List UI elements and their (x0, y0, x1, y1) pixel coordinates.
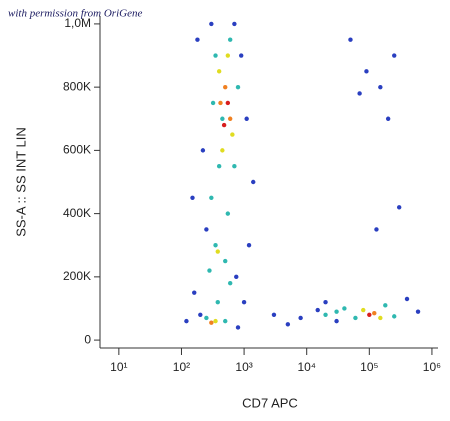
data-point (315, 307, 320, 313)
data-point (209, 195, 214, 201)
data-point (221, 122, 227, 128)
data-point (285, 322, 291, 327)
data-point (235, 325, 241, 330)
data-point (198, 312, 203, 317)
data-point (415, 309, 421, 314)
x-axis-title: CD7 APC (242, 395, 298, 410)
data-point (271, 312, 277, 317)
data-point (232, 21, 237, 27)
data-point (232, 163, 237, 169)
data-point (342, 306, 347, 311)
data-point (378, 315, 383, 321)
data-point (227, 116, 233, 121)
y-tick-label: 600K (63, 143, 91, 157)
data-point (220, 148, 225, 153)
data-point (209, 21, 214, 27)
data-point (204, 315, 209, 321)
data-point (225, 211, 231, 216)
x-tick-label: 10² (173, 360, 190, 374)
data-point (225, 53, 231, 58)
data-point (244, 116, 249, 121)
data-point (239, 53, 244, 58)
data-point (216, 163, 222, 169)
data-point (372, 311, 377, 316)
y-axis-title: SS-A :: SS INT LIN (13, 127, 28, 237)
data-point (215, 299, 220, 305)
data-point (364, 69, 369, 74)
data-point (209, 320, 214, 325)
data-point (374, 227, 379, 232)
data-point (323, 299, 328, 305)
y-tick-label: 0 (84, 332, 91, 346)
data-point (383, 303, 388, 308)
data-point (323, 312, 328, 317)
x-tick-label: 10³ (235, 360, 252, 374)
data-point (190, 195, 195, 201)
data-point (204, 227, 209, 232)
data-point (334, 318, 339, 324)
data-point (361, 307, 366, 313)
data-point (215, 249, 220, 254)
data-point (378, 84, 383, 90)
data-point (210, 100, 216, 106)
data-point (200, 148, 206, 153)
data-point (348, 37, 353, 42)
data-point (213, 243, 218, 248)
data-point (207, 268, 212, 273)
data-point (251, 179, 256, 185)
data-point (334, 309, 339, 314)
data-point (230, 132, 235, 137)
data-point (223, 318, 228, 324)
data-point (235, 84, 241, 90)
y-tick-label: 400K (63, 206, 91, 220)
x-tick-label: 10⁶ (423, 360, 441, 374)
data-point (234, 274, 239, 280)
data-point (220, 116, 225, 121)
data-point (392, 314, 397, 319)
data-point (353, 315, 358, 321)
x-tick-label: 10⁵ (360, 360, 378, 374)
x-tick-label: 10¹ (110, 360, 127, 374)
y-tick-label: 800K (63, 79, 91, 93)
data-point (227, 37, 233, 42)
data-point (227, 280, 233, 286)
y-tick-label: 1,0M (64, 16, 91, 30)
data-point (195, 37, 200, 42)
data-point (223, 84, 228, 90)
data-point (298, 315, 303, 321)
data-point (213, 318, 218, 324)
data-point (216, 69, 222, 74)
x-tick-label: 10⁴ (297, 360, 316, 374)
data-point (246, 243, 252, 248)
data-point (223, 258, 228, 264)
y-tick-label: 200K (63, 269, 91, 283)
data-point (392, 53, 397, 58)
data-point (213, 53, 218, 58)
data-point (218, 100, 223, 106)
data-point (184, 318, 189, 324)
data-point (357, 91, 362, 96)
data-point (396, 205, 402, 210)
data-point (385, 116, 391, 121)
data-point (367, 312, 372, 317)
annotation: with permission from OriGene (8, 8, 142, 20)
data-point (241, 299, 247, 305)
data-point (404, 296, 410, 302)
data-point (225, 100, 231, 106)
data-point (192, 290, 197, 295)
